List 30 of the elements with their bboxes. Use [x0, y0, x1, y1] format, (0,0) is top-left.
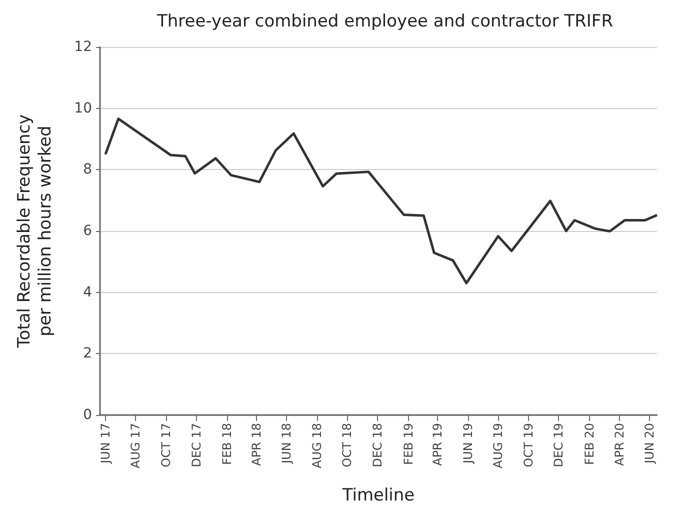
x-tick-label: APR 19 [430, 423, 445, 466]
x-tick-label: APR 18 [249, 423, 264, 466]
x-tick-label: AUG 18 [310, 423, 324, 468]
x-tick-label: FEB 20 [582, 423, 596, 465]
x-tick-label: OCT 19 [521, 423, 536, 468]
x-tick-label: DEC 18 [370, 423, 385, 468]
x-tick-label: AUG 19 [491, 423, 506, 468]
x-tick-label: DEC 19 [552, 423, 566, 468]
y-tick-label: 8 [83, 162, 92, 178]
x-tick-label: JUN 17 [98, 423, 112, 464]
x-tick-label: OCT 17 [159, 423, 174, 468]
y-tick-label: 10 [74, 100, 92, 116]
x-tick-label: FEB 18 [220, 423, 234, 465]
y-tick-label: 6 [83, 223, 92, 239]
x-tick-label: AUG 17 [128, 423, 143, 468]
chart-title: Three-year combined employee and contractor TRIFR [156, 12, 614, 32]
x-tick-label: JUN 19 [460, 423, 475, 464]
x-tick-label: DEC 17 [189, 423, 204, 468]
y-tick-label: 0 [83, 407, 92, 423]
y-tick-label: 12 [74, 39, 92, 55]
line-series [104, 118, 658, 284]
x-tick-label: FEB 19 [401, 423, 416, 465]
y-axis-title: Total Recordable Frequency per million hours worked [14, 114, 56, 349]
y-tick-label: 4 [83, 284, 92, 300]
x-tick-label: JUN 18 [280, 423, 294, 464]
x-tick-label: JUN 20 [642, 423, 657, 464]
y-tick-label: 2 [83, 346, 92, 362]
x-axis-title: Timeline [341, 486, 415, 506]
x-tick-label: APR 20 [612, 423, 626, 466]
x-tick-label: OCT 18 [340, 423, 354, 468]
